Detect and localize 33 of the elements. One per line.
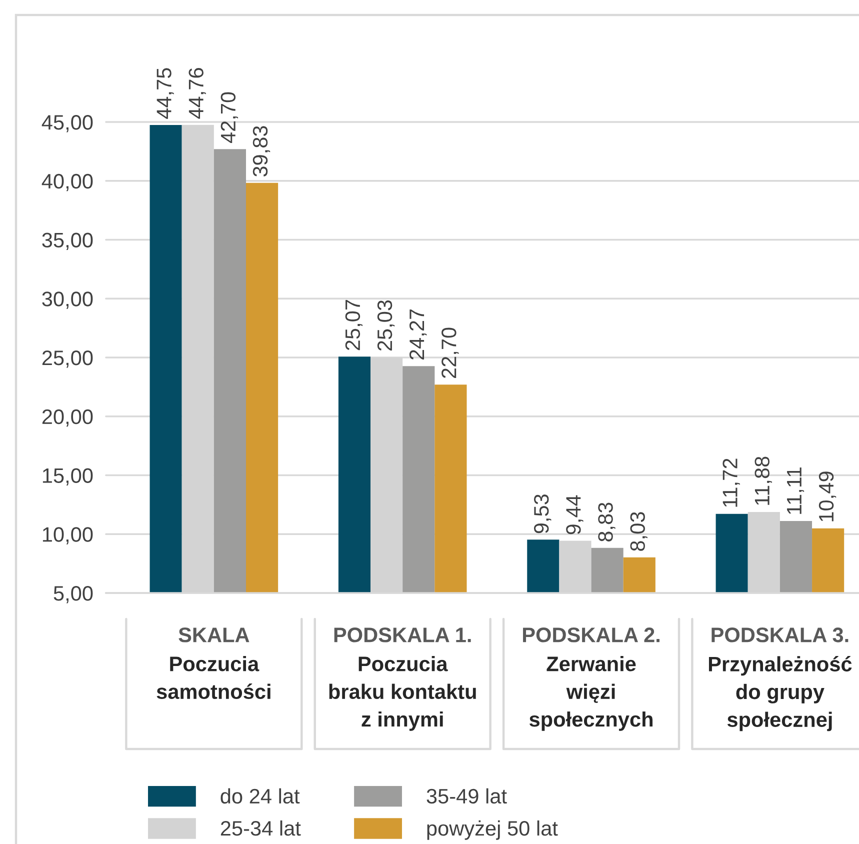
data-label: 24,27 xyxy=(409,309,427,360)
x-tick-label: PODSKALA 3. Przynależność do grupy społecznej xyxy=(708,628,852,732)
data-label: 39,83 xyxy=(252,126,270,177)
y-tick-label: 25,00 xyxy=(42,350,93,368)
legend-label: 25-34 lat xyxy=(220,820,301,836)
y-tick-label: 30,00 xyxy=(42,292,93,309)
data-label: 44,76 xyxy=(188,68,206,119)
data-label: 11,88 xyxy=(754,456,772,505)
y-tick-label: 10,00 xyxy=(42,527,93,544)
x-tick-label: SKALA Poczucia samotności xyxy=(156,628,270,700)
y-tick-label: 45,00 xyxy=(42,115,93,132)
legend-label: powyżej 50 lat xyxy=(427,820,558,840)
data-label: 9,53 xyxy=(534,494,552,534)
x-tick-label: PODSKALA 2. Zerwanie więzi społecznych xyxy=(523,628,660,731)
data-label: 44,75 xyxy=(156,68,174,119)
data-label: 9,44 xyxy=(566,495,584,534)
data-label: 11,72 xyxy=(722,458,740,507)
legend-label: do 24 lat xyxy=(220,788,300,804)
y-tick-label: 20,00 xyxy=(42,409,93,427)
data-label: 11,11 xyxy=(787,467,804,514)
data-label: 22,70 xyxy=(442,328,459,378)
legend-label: 35-49 lat xyxy=(426,788,507,804)
y-tick-label: 35,00 xyxy=(42,232,93,250)
data-label: 8,03 xyxy=(630,512,648,551)
data-label: 10,49 xyxy=(818,472,836,522)
data-label: 25,03 xyxy=(377,300,395,351)
y-tick-label: 15,00 xyxy=(42,468,93,486)
data-label: 25,07 xyxy=(345,300,363,350)
y-tick-label: 5,00 xyxy=(54,586,93,604)
x-tick-label: PODSKALA 1. Poczucia braku kontaktu z innymi xyxy=(329,628,476,731)
data-label: 42,70 xyxy=(220,92,238,144)
data-label: 8,83 xyxy=(598,502,616,542)
y-tick-label: 40,00 xyxy=(42,174,93,192)
